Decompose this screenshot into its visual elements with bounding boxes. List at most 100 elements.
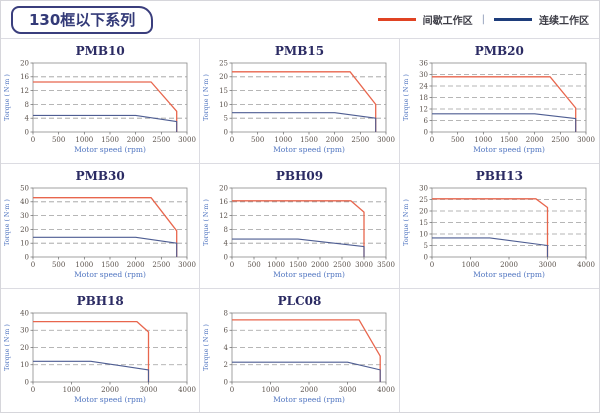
y-tick-label: 0	[424, 128, 428, 136]
y-axis-label: Torque ( N·m )	[403, 74, 410, 121]
y-tick-label: 0	[224, 128, 228, 136]
y-tick-label: 0	[224, 253, 228, 261]
x-tick-label: 2500	[334, 261, 352, 269]
y-tick-label: 20	[220, 184, 229, 192]
legend-item-1: 间歇工作区	[377, 12, 473, 27]
y-tick-label: 4	[224, 344, 229, 352]
x-tick-label: 2500	[153, 136, 171, 144]
x-tick-label: 2000	[301, 386, 319, 394]
legend-separator: |	[481, 14, 485, 25]
series-continuous-zone	[232, 361, 382, 382]
y-tick-label: 10	[220, 101, 229, 109]
y-tick-label: 20	[20, 226, 29, 234]
chart-title: PMB30	[75, 169, 125, 183]
x-tick-label: 1500	[290, 261, 308, 269]
chart-canvas: 0 2 4 6 8 0 1000 2000 3000 4000 Motor speed (rpm) T…	[203, 309, 396, 404]
x-axis-label: Motor speed (rpm)	[274, 395, 346, 404]
x-tick-label: 3000	[140, 386, 158, 394]
series-intermittent-zone	[33, 81, 178, 132]
series-intermittent-zone	[432, 76, 577, 132]
plot-border	[32, 187, 188, 258]
series-continuous-zone	[33, 360, 150, 382]
y-tick-label: 8	[224, 309, 228, 317]
series-title-badge: 130框以下系列	[11, 5, 154, 34]
x-axis-label: Motor speed (rpm)	[74, 145, 146, 154]
x-tick-label: 2000	[526, 136, 544, 144]
chart-canvas: 0 4 8 12 16 20 0 500 1000 1500 2000 2500 3000 3500 Mot…	[203, 184, 396, 279]
y-tick-label: 18	[419, 94, 428, 102]
y-tick-label: 15	[220, 87, 229, 95]
x-tick-label: 3000	[577, 136, 595, 144]
x-tick-label: 500	[451, 136, 464, 144]
y-tick-label: 12	[20, 87, 29, 95]
y-axis-label: Torque ( N·m )	[203, 199, 210, 246]
chart-canvas: 0 6 12 18 24 30 36 0 500 1000 1500 2000 2500 3000 Moto…	[403, 59, 595, 154]
y-tick-label: 16	[20, 73, 29, 81]
chart-canvas: 0 5 10 15 20 25 0 500 1000 1500 2000 2500 3000 Motor …	[203, 59, 395, 154]
y-tick-label: 2	[224, 361, 228, 369]
x-tick-label: 3000	[356, 261, 374, 269]
x-tick-label: 0	[430, 261, 434, 269]
y-tick-label: 6	[224, 327, 229, 335]
x-tick-label: 3000	[178, 261, 196, 269]
x-axis-label: Motor speed (rpm)	[74, 395, 146, 404]
y-tick-label: 15	[419, 219, 428, 227]
x-tick-label: 1000	[262, 386, 280, 394]
y-tick-label: 10	[20, 361, 29, 369]
chart-title: PBH13	[475, 169, 523, 183]
series-continuous-zone	[232, 112, 377, 132]
y-tick-label: 36	[419, 59, 428, 67]
x-tick-label: 4000	[178, 386, 196, 394]
x-axis-label: Motor speed (rpm)	[74, 270, 146, 279]
x-tick-label: 1500	[101, 136, 119, 144]
chart-cell-pmb10: PMB10 0 4 8 12 16 20 0 500 1000 1500 2000 2500 3000 Mo…	[1, 39, 201, 164]
x-tick-label: 2000	[500, 261, 518, 269]
y-tick-label: 0	[224, 378, 228, 386]
series-intermittent-zone	[432, 198, 549, 257]
x-tick-label: 1000	[63, 386, 81, 394]
chart-cell-pmb15: PMB15 0 5 10 15 20 25 0 500 1000 1500 2000 2500 3000 M…	[200, 39, 400, 164]
series-intermittent-zone	[232, 319, 382, 382]
y-tick-label: 8	[25, 101, 29, 109]
x-axis-label: Motor speed (rpm)	[473, 145, 545, 154]
series-continuous-zone	[432, 113, 577, 132]
series-continuous-zone	[232, 238, 366, 257]
chart-canvas: 0 10 20 30 40 0 1000 2000 3000 4000 Motor speed (r…	[4, 309, 196, 404]
x-tick-label: 0	[230, 261, 234, 269]
x-tick-label: 1000	[275, 136, 293, 144]
chart-canvas: 0 5 10 15 20 25 30 0 1000 2000 3000 4000 Motor speed…	[403, 184, 595, 279]
y-tick-label: 30	[20, 327, 29, 335]
x-tick-label: 1000	[475, 136, 493, 144]
x-tick-label: 2500	[552, 136, 570, 144]
x-tick-label: 1000	[268, 261, 286, 269]
x-tick-label: 2000	[326, 136, 344, 144]
x-axis-label: Motor speed (rpm)	[274, 270, 346, 279]
x-tick-label: 2000	[127, 136, 145, 144]
y-tick-label: 16	[220, 198, 229, 206]
y-tick-label: 24	[419, 82, 428, 90]
x-tick-label: 1000	[76, 136, 94, 144]
y-tick-label: 20	[419, 207, 428, 215]
y-tick-label: 5	[424, 242, 428, 250]
x-tick-label: 2500	[153, 261, 171, 269]
series-continuous-zone	[33, 236, 178, 257]
y-tick-label: 10	[20, 240, 29, 248]
x-tick-label: 2000	[101, 386, 119, 394]
x-tick-label: 4000	[378, 386, 396, 394]
chart-title: PMB10	[75, 44, 125, 58]
y-tick-label: 0	[25, 128, 29, 136]
y-tick-label: 4	[224, 240, 229, 248]
y-tick-label: 20	[20, 59, 29, 67]
y-tick-label: 50	[20, 184, 29, 192]
y-tick-label: 30	[419, 184, 428, 192]
x-tick-label: 3500	[378, 261, 396, 269]
legend-label: 连续工作区	[539, 16, 589, 27]
x-tick-label: 2000	[312, 261, 330, 269]
x-tick-label: 500	[52, 261, 65, 269]
y-tick-label: 20	[20, 344, 29, 352]
legend: 间歇工作区 | 连续工作区	[377, 12, 589, 27]
x-tick-label: 3000	[339, 386, 357, 394]
y-tick-label: 0	[424, 253, 428, 261]
